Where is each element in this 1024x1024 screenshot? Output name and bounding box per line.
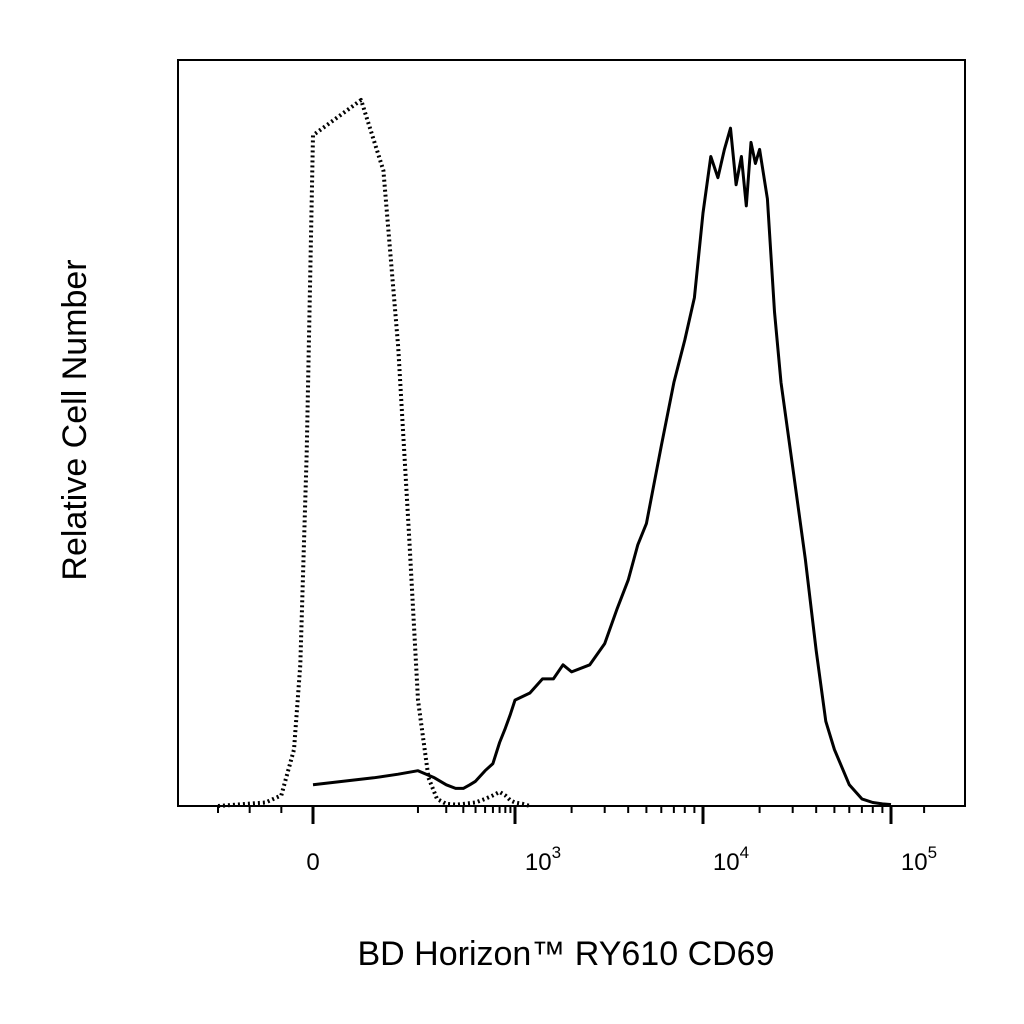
x-tick-label: 104 (713, 843, 749, 876)
tick-labels: 0 103 104 105 (306, 806, 937, 876)
series-group (217, 98, 892, 808)
x-axis: 0 103 104 105 (217, 806, 937, 876)
stained-sample-series (312, 126, 892, 807)
isotype-control-series (217, 98, 531, 808)
y-axis-label: Relative Cell Number (56, 259, 94, 580)
plot-frame (177, 59, 966, 807)
minor-ticks (217, 806, 926, 813)
x-tick-label: 0 (306, 849, 319, 876)
x-axis-label: BD Horizon™ RY610 CD69 (358, 935, 775, 973)
x-tick-label: 103 (525, 843, 561, 876)
x-tick-label: 105 (901, 843, 937, 876)
